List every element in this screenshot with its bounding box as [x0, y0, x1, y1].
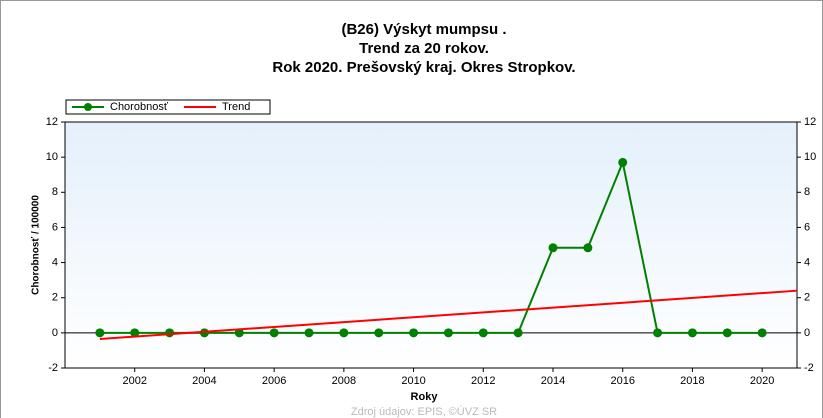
point	[339, 328, 349, 338]
point	[618, 157, 628, 167]
x-tick-label: 2014	[541, 375, 565, 387]
y-axis-label: Chorobnosť / 100000	[31, 195, 42, 295]
x-tick-label: 2016	[610, 375, 634, 387]
x-tick-label: 2002	[122, 375, 146, 387]
y2-tick-label: 2	[804, 292, 810, 304]
point	[95, 328, 105, 338]
y2-tick-label: 4	[804, 256, 810, 268]
y-tick-label: 12	[46, 116, 58, 128]
x-tick-label: 2004	[192, 375, 216, 387]
y2-tick-label: 0	[804, 327, 810, 339]
legend	[65, 99, 271, 115]
y-tick-label: 2	[52, 292, 58, 304]
point	[653, 328, 663, 338]
legend-label: Trend	[222, 101, 250, 113]
y-tick-label: 10	[46, 151, 58, 163]
point	[374, 328, 384, 338]
chart-title: Rok 2020. Prešovský kraj. Okres Stropkov…	[272, 59, 575, 76]
y2-tick-label: 12	[804, 116, 816, 128]
x-tick-label: 2010	[401, 375, 425, 387]
x-axis-label: Roky	[411, 391, 439, 403]
legend-label: Chorobnosť	[110, 101, 169, 113]
point	[409, 328, 419, 338]
chart-title: Trend za 20 rokov.	[359, 40, 489, 57]
chart-title: (B26) Výskyt mumpsu .	[341, 21, 506, 38]
series-line	[99, 289, 798, 341]
series-line	[99, 158, 763, 334]
point	[304, 328, 314, 338]
point	[269, 328, 279, 338]
point	[165, 328, 175, 338]
legend-marker	[84, 103, 92, 111]
x-tick-label: 2012	[471, 375, 495, 387]
y-tick-label: 8	[52, 186, 58, 198]
point	[443, 328, 453, 338]
point	[722, 328, 732, 338]
y2-tick-label: -2	[804, 362, 814, 374]
source: Zdroj údajov: EPIS, ©ÚVZ SR	[351, 405, 497, 418]
point	[234, 328, 244, 338]
x-tick-label: 2006	[262, 375, 286, 387]
point	[757, 328, 767, 338]
point	[478, 328, 488, 338]
y-tick-label: 0	[52, 327, 58, 339]
y-tick-label: 4	[52, 256, 58, 268]
plot-area	[64, 121, 798, 369]
point	[583, 243, 593, 253]
point	[687, 328, 697, 338]
x-tick-label: 2008	[332, 375, 356, 387]
point	[513, 328, 523, 338]
y2-tick-label: 6	[804, 221, 810, 233]
y-tick-label: -2	[48, 362, 58, 374]
point	[130, 328, 140, 338]
x-tick-label: 2018	[680, 375, 704, 387]
point	[548, 243, 558, 253]
y2-tick-label: 10	[804, 151, 816, 163]
y-tick-label: 6	[52, 221, 58, 233]
y2-tick-label: 8	[804, 186, 810, 198]
x-tick-label: 2020	[750, 375, 774, 387]
